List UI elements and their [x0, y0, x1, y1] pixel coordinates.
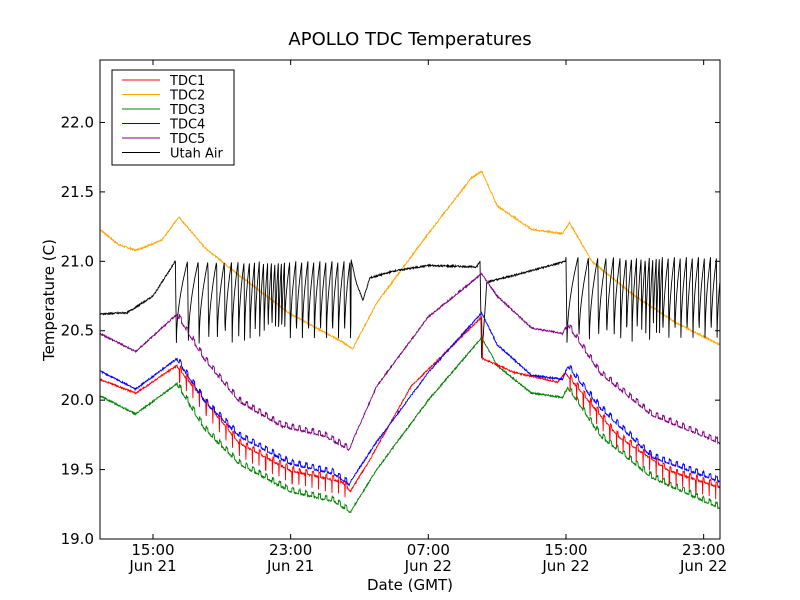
x-tick-label-date: Jun 22 [541, 557, 589, 575]
y-tick-label: 20.0 [61, 391, 94, 409]
legend-label: TDC5 [169, 132, 205, 147]
y-axis-label: Temperature (C) [40, 239, 58, 362]
plot-frame [99, 59, 721, 540]
x-tick-label-time: 15:00 [544, 541, 587, 559]
legend-label: Utah Air [170, 147, 223, 162]
x-tick-label-date: Jun 21 [266, 557, 314, 575]
y-tick-label: 19.5 [61, 461, 94, 479]
x-tick-label-date: Jun 22 [679, 557, 727, 575]
series-layer [99, 170, 721, 514]
legend-label: TDC3 [169, 103, 205, 118]
series-line-tdc5 [99, 272, 721, 452]
series-line-utah-air [99, 257, 721, 359]
legend-box [111, 69, 235, 166]
x-axis-label: Date (GMT) [367, 576, 453, 594]
x-tick-label-time: 15:00 [131, 541, 174, 559]
x-tick-label-time: 23:00 [682, 541, 725, 559]
x-tick-label-time: 07:00 [407, 541, 450, 559]
x-tick-label-date: Jun 22 [404, 557, 452, 575]
series-line-tdc2 [99, 170, 721, 350]
x-tick-label-date: Jun 21 [128, 557, 176, 575]
chart-title: APOLLO TDC Temperatures [288, 29, 531, 50]
y-tick-label: 19.0 [61, 530, 94, 548]
y-tick-label: 21.5 [61, 183, 94, 201]
y-tick-label: 22.0 [61, 113, 94, 131]
series-line-tdc4 [99, 311, 721, 487]
x-tick-label-time: 23:00 [269, 541, 312, 559]
legend-label: TDC1 [169, 74, 205, 89]
y-tick-label: 21.0 [61, 252, 94, 270]
legend-label: TDC2 [169, 89, 205, 104]
legend-label: TDC4 [169, 118, 205, 133]
y-tick-label: 20.5 [61, 322, 94, 340]
